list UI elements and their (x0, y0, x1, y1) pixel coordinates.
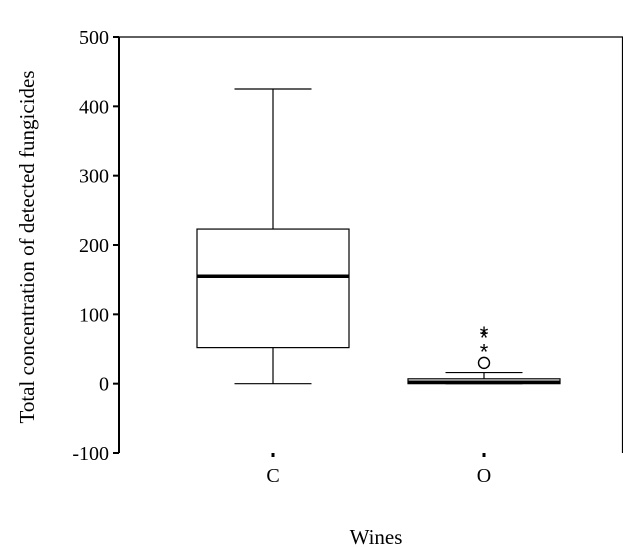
y-tick-label: 300 (79, 166, 109, 188)
x-axis-title: Wines (350, 525, 403, 547)
extreme-point: * (480, 339, 489, 364)
y-tick-label: -100 (72, 443, 109, 465)
extreme-point: * (480, 322, 489, 347)
y-tick-label: 400 (79, 96, 109, 118)
y-axis: -100 0 100 200 300 400 500 (72, 27, 120, 465)
y-axis-title: Total concentration of detected fungicid… (15, 70, 39, 423)
box-O: *** (407, 322, 561, 385)
y-tick-label: 500 (79, 27, 109, 49)
box-C (196, 88, 350, 385)
x-tick-label: O (477, 465, 491, 487)
plot-frame (119, 36, 623, 453)
extreme-point: * (480, 326, 489, 351)
y-tick-label: 200 (79, 235, 109, 257)
box-iqr (196, 228, 350, 349)
y-tick-label: 0 (99, 374, 109, 396)
box-series: *** (196, 88, 561, 385)
y-tick-label: 100 (79, 304, 109, 326)
x-tick-label: C (266, 465, 279, 487)
outlier-point (477, 356, 491, 370)
